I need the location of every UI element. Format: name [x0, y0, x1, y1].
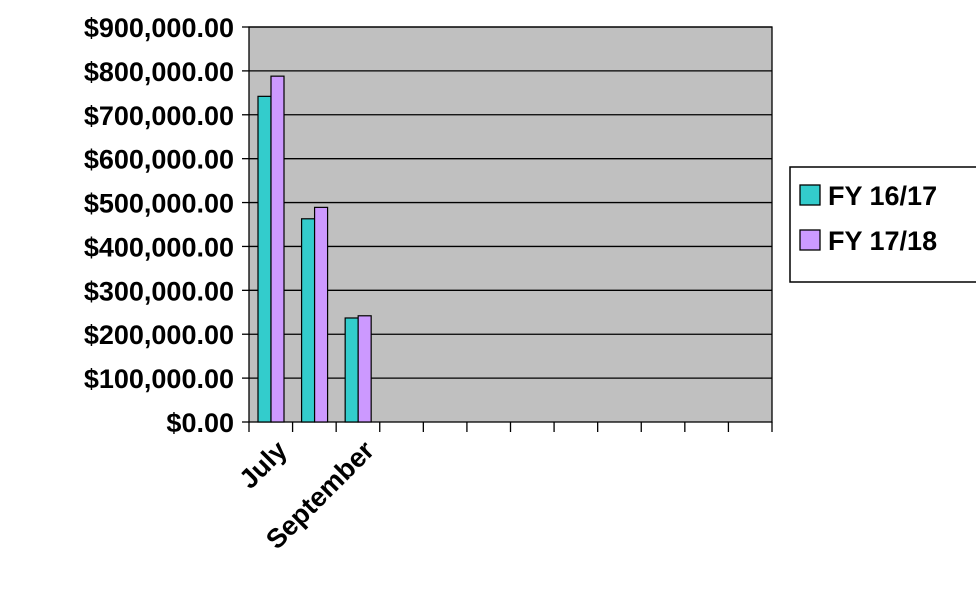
bar-fy1617-0 — [257, 95, 272, 423]
plot-background — [249, 27, 772, 422]
y-tick-label: $700,000.00 — [84, 101, 234, 131]
y-tick-label: $500,000.00 — [84, 189, 234, 219]
legend-swatch — [799, 184, 821, 206]
y-tick-label: $300,000.00 — [84, 276, 234, 306]
bar-fy1718-1 — [313, 206, 329, 423]
bar-fy1617-1 — [300, 218, 316, 423]
y-tick-label: $600,000.00 — [84, 145, 234, 175]
bar-fy1718-0 — [270, 75, 285, 423]
y-tick-label: $800,000.00 — [84, 57, 234, 87]
legend: FY 16/17 FY 17/18 — [789, 166, 976, 283]
bars — [257, 75, 372, 423]
legend-swatch — [799, 229, 821, 251]
bar-fy1617-2 — [344, 317, 359, 423]
legend-box — [789, 166, 976, 283]
y-tick-label: $100,000.00 — [84, 364, 234, 394]
y-tick-label: $400,000.00 — [84, 232, 234, 262]
axes: $0.00 $100,000.00 $200,000.00 $300,000.00 $4… — [84, 13, 773, 555]
y-tick-label: $200,000.00 — [84, 320, 234, 350]
y-tick-label: $900,000.00 — [84, 13, 234, 43]
legend-label: FY 16/17 — [828, 181, 937, 211]
bar-fy1718-2 — [357, 315, 372, 423]
x-category-label: July — [233, 435, 292, 494]
legend-label: FY 17/18 — [828, 226, 937, 256]
y-tick-label: $0.00 — [166, 408, 234, 438]
